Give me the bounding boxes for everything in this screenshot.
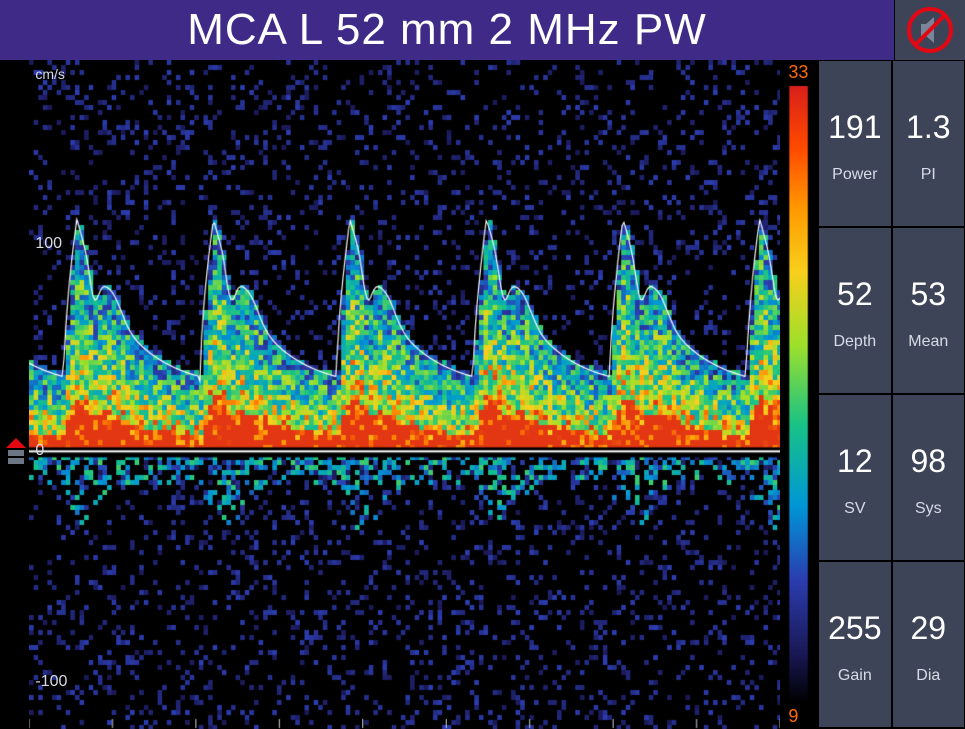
panel-label-depth: Depth [833, 333, 876, 351]
left-gutter [0, 60, 29, 729]
baseline-marker-icon [2, 436, 30, 466]
panel-cell-pi[interactable]: 1.3 PI [892, 60, 965, 227]
panel-label-sys: Sys [915, 500, 942, 518]
header-bar: MCA L 52 mm 2 MHz PW [0, 0, 965, 60]
panel-cell-mean[interactable]: 53 Mean [892, 227, 965, 394]
colorbar-canvas [780, 60, 817, 729]
panel-label-power: Power [832, 166, 877, 184]
panel-cell-sv[interactable]: 12 SV [818, 394, 891, 561]
panel-value-gain: 255 [828, 610, 881, 647]
panel-label-dia: Dia [916, 667, 940, 685]
panel-label-pi: PI [921, 166, 936, 184]
panel-value-depth: 52 [837, 276, 873, 313]
panel-value-sys: 98 [910, 443, 946, 480]
exam-title: MCA L 52 mm 2 MHz PW [0, 0, 894, 60]
panel-value-mean: 53 [910, 276, 946, 313]
panel-value-pi: 1.3 [906, 109, 950, 146]
panel-value-sv: 12 [837, 443, 873, 480]
panel-cell-dia[interactable]: 29 Dia [892, 561, 965, 728]
speaker-muted-icon [906, 6, 954, 54]
panel-row: 191 Power 1.3 PI [818, 60, 965, 227]
colorbar: 33 9 [780, 60, 817, 729]
panel-row: 52 Depth 53 Mean [818, 227, 965, 394]
panel-cell-depth[interactable]: 52 Depth [818, 227, 891, 394]
tcd-monitor-screen: MCA L 52 mm 2 MHz PW cm/s 100 0 -100 [0, 0, 965, 729]
panel-label-gain: Gain [838, 667, 872, 685]
panel-row: 12 SV 98 Sys [818, 394, 965, 561]
panel-label-mean: Mean [908, 333, 948, 351]
panel-cell-power[interactable]: 191 Power [818, 60, 891, 227]
spectrogram-area[interactable]: cm/s 100 0 -100 [29, 60, 780, 729]
main-area: cm/s 100 0 -100 33 9 191 Power 1.3 PI 52 Dept… [0, 60, 965, 729]
panel-value-dia: 29 [910, 610, 946, 647]
parameter-panel: 191 Power 1.3 PI 52 Depth 53 Mean 12 SV 98 Sys 255 Ga… [817, 60, 965, 729]
panel-row: 255 Gain 29 Dia [818, 561, 965, 728]
panel-label-sv: SV [844, 500, 865, 518]
panel-cell-sys[interactable]: 98 Sys [892, 394, 965, 561]
panel-cell-gain[interactable]: 255 Gain [818, 561, 891, 728]
panel-value-power: 191 [828, 109, 881, 146]
mute-button[interactable] [894, 0, 965, 60]
doppler-spectrogram-canvas [29, 60, 780, 729]
